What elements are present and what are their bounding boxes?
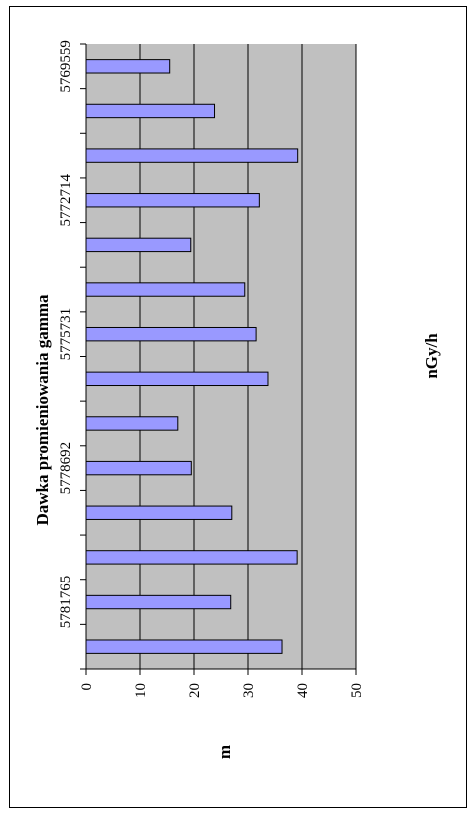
value-tick-labels: 0 10 20 30 40 50 (79, 683, 365, 698)
category-tick-labels: 5781765 5778692 5775731 5772714 5769559 (58, 40, 74, 628)
value-axis-title: nGy/h (422, 333, 441, 379)
gridlines (85, 44, 357, 675)
bar (85, 193, 260, 208)
axes (80, 43, 356, 670)
category-tick-label: 5775731 (58, 308, 74, 361)
bar (85, 237, 192, 253)
bar (85, 59, 171, 74)
bar (85, 594, 232, 610)
plot-area (86, 44, 356, 669)
chart-title: Dawka promieniowania gamma (33, 294, 52, 526)
value-tick-label: 20 (187, 683, 203, 698)
value-tick-label: 30 (241, 683, 257, 698)
bar (85, 282, 246, 297)
bar (85, 639, 283, 654)
value-tick-label: 50 (349, 683, 365, 698)
category-tick-label: 5781765 (58, 576, 74, 629)
value-tick-label: 0 (79, 683, 95, 691)
bar (85, 326, 257, 342)
bar (85, 550, 298, 565)
value-tick-label: 10 (133, 683, 149, 698)
bar (85, 505, 233, 520)
bar (85, 460, 192, 476)
bar (85, 103, 216, 119)
bars (85, 59, 299, 654)
category-tick-label: 5769559 (58, 40, 74, 93)
bar (85, 416, 179, 431)
category-axis-title: m (215, 745, 234, 759)
category-tick-label: 5778692 (58, 442, 74, 495)
bar (85, 371, 269, 387)
bar (85, 148, 299, 163)
value-tick-label: 40 (295, 683, 311, 698)
category-tick-label: 5772714 (58, 174, 74, 227)
